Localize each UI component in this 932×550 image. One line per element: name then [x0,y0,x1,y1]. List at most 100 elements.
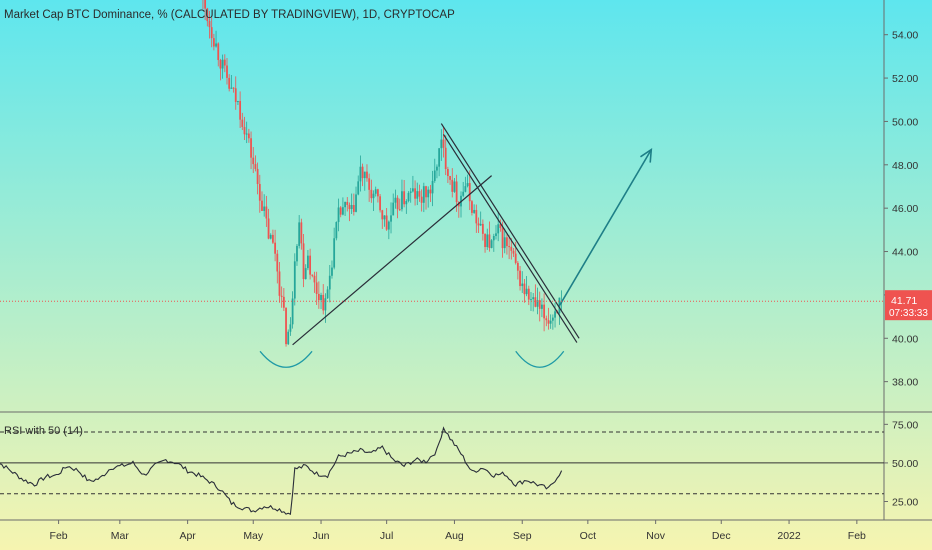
candle-body [274,242,277,254]
candle-body [339,207,342,215]
candle-body [497,224,500,234]
candle-body [376,189,379,197]
candle-body [298,222,301,246]
candle-body [468,183,471,202]
candle-body [466,183,469,187]
candle-body [317,293,320,301]
price-tick-label: 46.00 [892,203,918,215]
candle-body [394,197,397,203]
candle-body [313,275,316,283]
candle-body [549,320,552,324]
candle-body [425,186,427,198]
candle-body [484,233,486,248]
candle-body [261,200,263,211]
candle-body [411,188,414,192]
rsi-line [0,426,563,516]
candle-body [228,77,231,89]
candle-body [473,209,476,213]
candle-body [479,223,482,226]
candle-body [219,60,222,69]
candle-body [237,101,239,103]
candle-body [206,8,209,22]
candles [202,0,563,347]
candle-body [328,275,331,290]
price-tick-label: 50.00 [892,116,918,128]
candle-body [278,271,281,296]
candle-body [300,222,303,244]
price-badge-bg [885,290,932,321]
candle-body [523,283,526,295]
projection-arrowhead [640,148,653,163]
descending-trendline-upper [440,123,580,339]
candle-body [464,186,467,192]
bottom-arc-left [259,350,313,368]
candle-body [215,43,217,47]
candle-body [296,245,298,262]
candle-body [223,59,226,66]
candle-body [276,253,279,272]
price-tick-label: 54.00 [892,30,918,42]
descending-trendline-lower [443,134,578,343]
candle-body [392,202,395,216]
candle-body [212,38,215,47]
candle-body [383,215,386,220]
candle-body [481,223,484,234]
candle-body [449,176,451,180]
candle-body [352,205,355,212]
candle-body [258,183,261,201]
candle-body [501,228,504,249]
candle-body [359,166,362,182]
candle-body [361,166,364,179]
time-tick-label: Nov [646,530,665,542]
candle-body [293,261,296,299]
candle-body [387,221,390,230]
candle-body [499,224,502,229]
candle-body [324,298,327,311]
time-tick-label: May [243,530,264,542]
candle-body [420,196,423,203]
candle-body [289,324,292,332]
candle-body [287,331,290,345]
candle-body [506,237,508,247]
price-badge-countdown: 07:33:33 [889,308,928,319]
candle-body [510,246,513,251]
candle-body [304,268,307,280]
candle-body [525,288,528,295]
candle-body [320,294,322,301]
candle-body [245,133,248,135]
price-tick-label: 52.00 [892,73,918,85]
candle-body [272,234,274,243]
candle-body [538,300,541,309]
candle-body [554,311,556,318]
candle-body [282,296,285,308]
candle-body [342,207,344,215]
candle-body [475,209,478,224]
candle-body [368,178,371,190]
candle-body [381,210,384,220]
candle-body [401,191,403,210]
candle-body [311,274,314,276]
candle-body [534,297,537,307]
candle-body [409,191,412,193]
candle-body [488,234,491,248]
candle-body [490,240,493,248]
candle-body [530,299,532,301]
candle-body [407,192,410,202]
candle-body [250,138,252,158]
candle-body [210,27,213,39]
candle-body [429,189,432,194]
candle-body [414,188,416,199]
price-badge-value: 41.71 [891,295,917,307]
projection-arrow [558,149,652,307]
candle-body [455,181,458,203]
candle-body [315,282,318,294]
candle-body [241,119,244,127]
candle-body [366,171,368,179]
candle-body [256,168,259,184]
candle-body [234,88,237,102]
candle-body [514,253,517,263]
candle-body [398,209,401,211]
